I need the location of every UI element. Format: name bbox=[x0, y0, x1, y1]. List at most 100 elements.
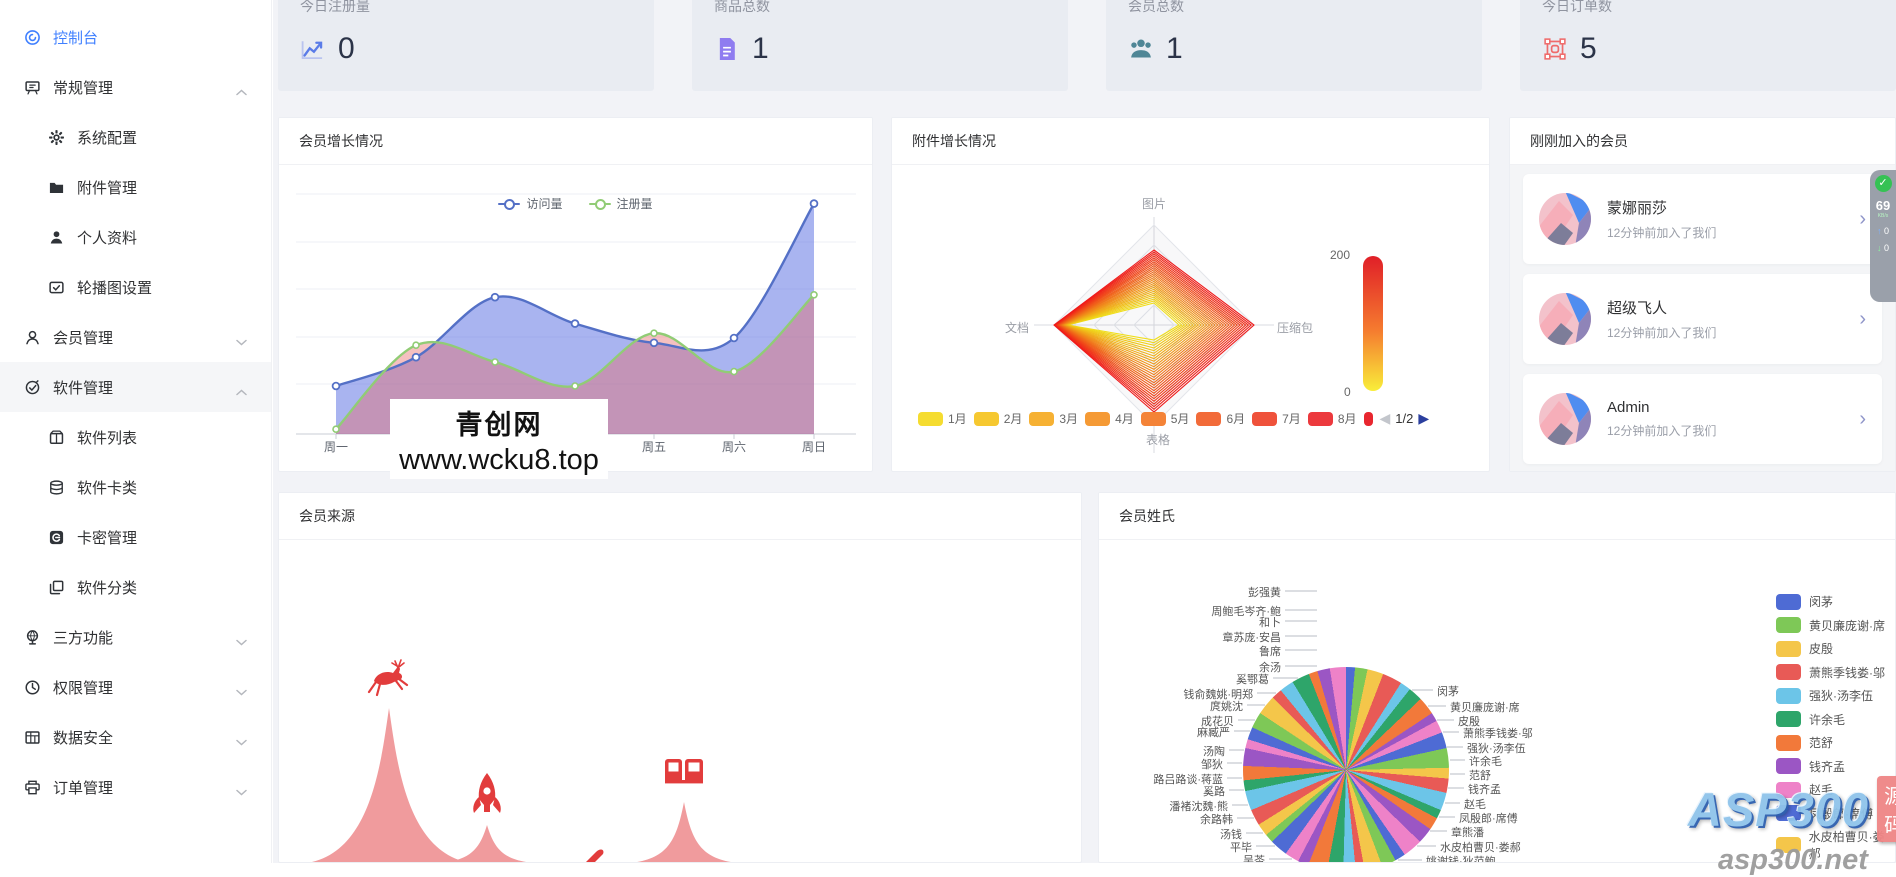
trend-icon bbox=[300, 36, 326, 62]
legend-swatch bbox=[1776, 758, 1801, 774]
sidebar-item-卡密管理[interactable]: 卡密管理 bbox=[0, 512, 271, 562]
pie-label-钱俞魏姚·明郑: 钱俞魏姚·明郑 bbox=[1183, 689, 1253, 701]
chevron-down-icon[interactable] bbox=[236, 783, 247, 800]
pie-legend-凤殷郎·席傅[interactable]: 凤殷郎·席傅 bbox=[1776, 805, 1873, 822]
speed-overlay-badge[interactable]: ✓ 69 KB/s ↑ 0 ↓ 0 bbox=[1870, 170, 1896, 302]
sidebar-item-软件分类[interactable]: 软件分类 bbox=[0, 562, 271, 612]
pie-legend-皮殷[interactable]: 皮殷 bbox=[1776, 640, 1833, 657]
legend-item-访问量[interactable]: 访问量 bbox=[498, 195, 563, 212]
sidebar-item-附件管理[interactable]: 附件管理 bbox=[0, 162, 271, 212]
legend-next-button[interactable]: ▶ bbox=[1418, 410, 1430, 426]
legend-item-8月[interactable]: 8月 bbox=[1307, 410, 1357, 427]
member-item-蒙娜丽莎[interactable]: 蒙娜丽莎 12分钟前加入了我们 › bbox=[1523, 174, 1882, 264]
cbadge-icon bbox=[48, 529, 65, 546]
legend-item-5月[interactable]: 5月 bbox=[1140, 410, 1189, 427]
radar-legend: 1月 2月 3月 4月 5月 6月 7月 8月 ◀ 1/2 bbox=[918, 410, 1429, 427]
legend-label: 闵茅 bbox=[1809, 595, 1834, 609]
stat-value: 1 bbox=[1166, 32, 1183, 65]
chevron-right-icon[interactable]: › bbox=[1859, 207, 1866, 230]
pie-legend-闵茅[interactable]: 闵茅 bbox=[1776, 593, 1833, 610]
panel-member-surname: 会员姓氏 彭强黄 周鲍毛岑齐·鲍 和卜 章苏庞·安昌 鲁席 余汤 奚鄂葛 钱俞魏姚·明郑 庹姚沈… bbox=[1098, 492, 1896, 863]
avatar bbox=[1539, 193, 1591, 245]
radar-chart-svg bbox=[1034, 217, 1274, 453]
carousel-icon bbox=[48, 279, 65, 296]
member-join-time: 12分钟前加入了我们 bbox=[1607, 226, 1717, 240]
pie-legend-水皮柏曹贝·娄郝[interactable]: 水皮柏曹贝·娄郝 bbox=[1776, 828, 1895, 862]
sidebar-item-软件管理[interactable]: 软件管理 bbox=[0, 362, 271, 412]
sidebar-item-三方功能[interactable]: 三方功能 bbox=[0, 612, 271, 662]
legend-swatch bbox=[1776, 687, 1801, 704]
pie-label-赵毛: 赵毛 bbox=[1464, 799, 1486, 811]
gear-icon bbox=[48, 129, 65, 146]
chevron-up-icon[interactable] bbox=[236, 83, 247, 100]
sidebar-item-软件列表[interactable]: 软件列表 bbox=[0, 412, 271, 462]
chevron-down-icon[interactable] bbox=[236, 683, 247, 700]
chevron-down-icon[interactable] bbox=[236, 733, 247, 750]
legend-label: 凤殷郎·席傅 bbox=[1809, 806, 1873, 821]
legend-item-注册量[interactable]: 注册量 bbox=[588, 195, 653, 212]
sidebar-item-数据安全[interactable]: 数据安全 bbox=[0, 712, 271, 762]
pie-legend-萧熊季钱娄·邬[interactable]: 萧熊季钱娄·邬 bbox=[1776, 664, 1885, 681]
legend-prev-button[interactable]: ◀ bbox=[1379, 410, 1391, 426]
stat-card-今日订单数: 今日订单数 5 bbox=[1520, 0, 1896, 91]
stat-value: 5 bbox=[1580, 32, 1597, 65]
chevron-right-icon[interactable]: › bbox=[1859, 307, 1866, 330]
sidebar-item-控制台[interactable]: 控制台 bbox=[0, 12, 271, 62]
panel-title: 会员姓氏 bbox=[1099, 493, 1895, 540]
legend-label: 6月 bbox=[1226, 412, 1246, 426]
legend-swatch bbox=[1029, 411, 1055, 426]
pie-legend-许余毛[interactable]: 许余毛 bbox=[1776, 711, 1845, 728]
surname-pie[interactable] bbox=[1243, 667, 1449, 862]
sidebar-item-会员管理[interactable]: 会员管理 bbox=[0, 312, 271, 362]
pie-legend-黄贝廉庞谢·席[interactable]: 黄贝廉庞谢·席 bbox=[1776, 617, 1885, 634]
stat-value: 1 bbox=[752, 32, 769, 65]
pie-label-邹狄: 邹狄 bbox=[1201, 759, 1223, 771]
member-item-超级飞人[interactable]: 超级飞人 12分钟前加入了我们 › bbox=[1523, 274, 1882, 364]
pie-legend-赵毛[interactable]: 赵毛 bbox=[1776, 781, 1833, 798]
legend-label: 水皮柏曹贝·娄郝 bbox=[1808, 830, 1885, 861]
chevron-down-icon[interactable] bbox=[236, 333, 247, 350]
panel-title: 刚刚加入的会员 bbox=[1510, 118, 1895, 165]
table-icon bbox=[24, 729, 41, 746]
avatar bbox=[1539, 393, 1591, 445]
download-arrow-icon: ↓ bbox=[1876, 243, 1882, 253]
legend-item-3月[interactable]: 3月 bbox=[1029, 410, 1078, 427]
svg-text:周六: 周六 bbox=[722, 440, 746, 454]
pie-label-余路韩: 余路韩 bbox=[1200, 814, 1233, 826]
member-item-Admin[interactable]: Admin 12分钟前加入了我们 › bbox=[1523, 374, 1882, 464]
plane-icon bbox=[586, 849, 604, 862]
pie-legend-范舒[interactable]: 范舒 bbox=[1776, 734, 1833, 751]
sidebar-item-个人资料[interactable]: 个人资料 bbox=[0, 212, 271, 262]
visualmap-bar[interactable] bbox=[1363, 256, 1383, 391]
legend-item-6月[interactable]: 6月 bbox=[1196, 410, 1245, 427]
sidebar-item-系统配置[interactable]: 系统配置 bbox=[0, 112, 271, 162]
avatar bbox=[1539, 293, 1591, 345]
sidebar-item-软件卡类[interactable]: 软件卡类 bbox=[0, 462, 271, 512]
site-watermark-url: www.wcku8.top bbox=[399, 444, 599, 476]
legend-item-2月[interactable]: 2月 bbox=[973, 410, 1022, 427]
pie-label-皮殷: 皮殷 bbox=[1458, 716, 1480, 728]
legend-item-4月[interactable]: 4月 bbox=[1085, 410, 1134, 427]
pie-legend-钱齐孟[interactable]: 钱齐孟 bbox=[1776, 758, 1845, 775]
legend-label: 访问量 bbox=[526, 197, 563, 211]
chevron-right-icon[interactable]: › bbox=[1859, 407, 1866, 430]
stat-label: 会员总数 bbox=[1128, 0, 1184, 14]
sidebar-item-轮播图设置[interactable]: 轮播图设置 bbox=[0, 262, 271, 312]
chevron-down-icon[interactable] bbox=[236, 633, 247, 650]
sidebar-item-订单管理[interactable]: 订单管理 bbox=[0, 762, 271, 812]
sidebar: 控制台 常规管理 系统配置 附件管理 个人资料 轮播图设置 会员管理 软件管理 … bbox=[0, 0, 272, 863]
pie-label-章苏庞·安昌: 章苏庞·安昌 bbox=[1222, 632, 1281, 644]
legend-swatch bbox=[1776, 593, 1801, 610]
legend-label: 3月 bbox=[1059, 412, 1079, 426]
sidebar-item-权限管理[interactable]: 权限管理 bbox=[0, 662, 271, 712]
sidebar-item-label: 软件列表 bbox=[77, 429, 138, 447]
panel-title: 附件增长情况 bbox=[892, 118, 1489, 165]
sidebar-item-常规管理[interactable]: 常规管理 bbox=[0, 62, 271, 112]
pie-label-萧熊季钱娄·邬: 萧熊季钱娄·邬 bbox=[1463, 728, 1533, 740]
pie-legend-强狄·汤李伍[interactable]: 强狄·汤李伍 bbox=[1776, 687, 1873, 704]
legend-item-7月[interactable]: 7月 bbox=[1252, 410, 1301, 427]
chevron-up-icon[interactable] bbox=[236, 383, 247, 400]
legend-item-1月[interactable]: 1月 bbox=[918, 410, 967, 427]
legend-label: 注册量 bbox=[616, 197, 653, 211]
legend-label: 强狄·汤李伍 bbox=[1809, 689, 1873, 703]
